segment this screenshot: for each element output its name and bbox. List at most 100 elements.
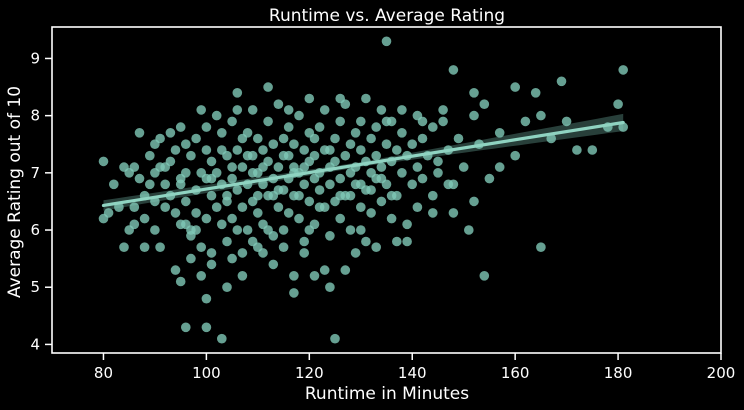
scatter-point bbox=[222, 236, 232, 247]
scatter-point bbox=[278, 242, 289, 252]
scatter-point bbox=[247, 236, 258, 247]
y-axis-label: Average Rating out of 10 bbox=[5, 86, 25, 298]
scatter-point bbox=[258, 248, 268, 258]
scatter-point bbox=[340, 265, 351, 275]
x-tick-label: 200 bbox=[707, 364, 736, 382]
scatter-point bbox=[181, 322, 191, 333]
scatter-point bbox=[237, 248, 248, 258]
y-axis-ticks: 4 5 6 7 8 9 bbox=[30, 49, 52, 353]
scatter-point bbox=[273, 202, 284, 212]
scatter-point bbox=[335, 116, 346, 127]
scatter-point bbox=[258, 162, 268, 172]
scatter-point bbox=[160, 202, 170, 212]
scatter-point bbox=[464, 225, 474, 235]
scatter-point bbox=[299, 179, 310, 190]
scatter-point bbox=[165, 128, 176, 138]
scatter-point bbox=[145, 179, 155, 190]
scatter-point bbox=[319, 265, 330, 275]
scatter-point bbox=[206, 156, 217, 167]
scatter-point bbox=[129, 162, 140, 172]
scatter-point bbox=[356, 116, 366, 127]
scatter-point bbox=[222, 190, 232, 201]
scatter-point bbox=[237, 271, 248, 281]
scatter-point bbox=[299, 162, 310, 172]
scatter-point bbox=[191, 208, 201, 218]
scatter-point bbox=[103, 208, 114, 218]
scatter-point bbox=[309, 133, 320, 144]
x-tick-label: 100 bbox=[192, 364, 221, 382]
x-tick-label: 120 bbox=[295, 364, 324, 382]
scatter-point bbox=[325, 145, 335, 155]
scatter-point bbox=[175, 122, 186, 132]
scatter-point bbox=[350, 248, 361, 258]
scatter-point bbox=[572, 145, 582, 155]
scatter-point bbox=[484, 173, 495, 184]
y-tick-label: 8 bbox=[30, 107, 40, 125]
scatter-point bbox=[289, 139, 299, 149]
scatter-point bbox=[232, 185, 243, 195]
scatter-point bbox=[181, 139, 191, 149]
scatter-point bbox=[304, 93, 315, 104]
scatter-point bbox=[392, 236, 402, 247]
scatter-point bbox=[330, 156, 340, 167]
scatter-point bbox=[232, 88, 243, 98]
y-tick-label: 7 bbox=[30, 164, 40, 182]
scatter-point bbox=[438, 105, 448, 115]
scatter-point bbox=[469, 196, 479, 207]
scatter-point bbox=[217, 219, 227, 230]
scatter-point bbox=[376, 105, 387, 115]
x-tick-label: 140 bbox=[398, 364, 427, 382]
scatter-point bbox=[433, 156, 443, 167]
scatter-point bbox=[433, 168, 443, 178]
scatter-point bbox=[371, 122, 382, 132]
scatter-point bbox=[366, 185, 376, 195]
scatter-point bbox=[494, 162, 505, 172]
scatter-point bbox=[350, 128, 361, 138]
scatter-point bbox=[530, 88, 541, 98]
plot-frame bbox=[51, 26, 722, 354]
scatter-point bbox=[428, 122, 438, 132]
scatter-point bbox=[278, 225, 289, 235]
scatter-point bbox=[160, 162, 170, 172]
scatter-point bbox=[356, 202, 366, 212]
scatter-point bbox=[201, 122, 212, 132]
scatter-point bbox=[361, 236, 371, 247]
scatter-point bbox=[278, 133, 289, 144]
scatter-point bbox=[294, 110, 304, 121]
scatter-point bbox=[227, 253, 237, 264]
x-tick-label: 160 bbox=[501, 364, 530, 382]
scatter-point bbox=[217, 333, 227, 344]
scatter-point bbox=[186, 253, 196, 264]
scatter-point bbox=[356, 225, 366, 235]
scatter-point bbox=[397, 128, 407, 138]
scatter-point bbox=[479, 99, 490, 109]
scatter-point bbox=[304, 196, 315, 207]
scatter-point bbox=[469, 88, 479, 98]
scatter-point bbox=[170, 265, 181, 275]
scatter-point bbox=[371, 242, 382, 252]
scatter-point bbox=[520, 116, 531, 127]
scatter-point bbox=[448, 65, 459, 75]
scatter-point bbox=[356, 145, 366, 155]
scatter-point bbox=[397, 168, 407, 178]
scatter-point bbox=[381, 36, 392, 47]
scatter-point bbox=[268, 259, 279, 270]
scatter-point bbox=[232, 225, 243, 235]
scatter-point bbox=[381, 116, 392, 127]
x-axis-ticks: 80 100 120 140 160 180 200 bbox=[94, 353, 735, 382]
scatter-point bbox=[613, 99, 623, 109]
scatter-point bbox=[335, 190, 346, 201]
scatter-point bbox=[340, 150, 351, 161]
scatter-point bbox=[438, 116, 448, 127]
scatter-point bbox=[181, 196, 191, 207]
scatter-point bbox=[222, 282, 232, 293]
scatter-point bbox=[268, 139, 279, 149]
scatter-point bbox=[392, 145, 402, 155]
scatter-point bbox=[283, 122, 294, 132]
scatter-point bbox=[479, 271, 490, 281]
scatter-point bbox=[289, 271, 299, 281]
scatter-point bbox=[206, 248, 217, 258]
scatter-point bbox=[175, 276, 186, 287]
scatter-point bbox=[160, 179, 170, 190]
